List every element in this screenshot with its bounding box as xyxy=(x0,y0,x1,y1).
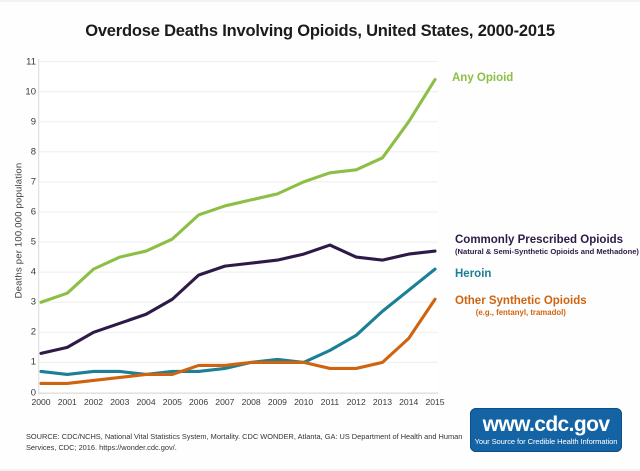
series-label-any-opioid-text: Any Opioid xyxy=(452,72,514,84)
y-tick-label: 8 xyxy=(30,146,36,158)
x-tick-label: 2001 xyxy=(57,397,77,407)
x-tick-label: 2011 xyxy=(320,397,340,407)
y-tick-label: 0 xyxy=(30,386,36,398)
series-line-any-opioid xyxy=(39,77,437,304)
y-tick-label: 7 xyxy=(30,176,36,188)
bottom-divider xyxy=(0,469,640,471)
x-tick-label: 2010 xyxy=(294,397,314,407)
cdc-tagline-text: Your Source for Credible Health Informat… xyxy=(474,437,618,447)
x-tick-label: 2013 xyxy=(372,397,393,407)
series-label-other-synthetic-opioids-text: Other Synthetic Opioids xyxy=(455,295,587,307)
page-title: Overdose Deaths Involving Opioids, Unite… xyxy=(85,22,555,40)
series-label-other-synthetic-opioids: Other Synthetic Opioids (e.g., fentanyl,… xyxy=(455,295,587,318)
y-tick-label: 2 xyxy=(30,326,36,338)
y-tick-label: 9 xyxy=(30,115,36,127)
x-tick-label: 2000 xyxy=(31,397,51,407)
series-label-commonly-prescribed-opioids: Commonly Prescribed Opioids (Natural & S… xyxy=(455,234,639,256)
x-axis-tickmarks xyxy=(40,393,436,394)
gridlines xyxy=(39,60,438,364)
y-tick-label: 11 xyxy=(26,55,36,67)
source-note: SOURCE: CDC/NCHS, National Vital Statist… xyxy=(26,432,463,453)
series-line-other-synthetic-opioids xyxy=(39,297,437,386)
y-axis-tick-labels: 0 1 2 3 4 5 6 7 8 9 10 11 xyxy=(10,55,36,397)
x-tick-label: 2005 xyxy=(162,397,182,407)
y-tick-label: 6 xyxy=(30,206,36,218)
x-axis-tick-labels: 2000 2001 2002 2003 2004 2005 2006 2007 2008 2009… xyxy=(31,397,444,414)
top-divider xyxy=(0,0,640,2)
y-tick-label: 3 xyxy=(30,296,36,308)
plot-area xyxy=(38,59,438,394)
x-tick-label: 2006 xyxy=(189,397,209,407)
y-tick-label: 5 xyxy=(30,236,36,248)
x-tick-label: 2007 xyxy=(215,397,235,407)
series-line-commonly-prescribed-opioids xyxy=(39,243,437,355)
plot-background xyxy=(38,59,438,394)
y-tick-label: 4 xyxy=(30,266,36,278)
x-tick-label: 2003 xyxy=(110,397,130,407)
x-tick-label: 2008 xyxy=(241,397,261,407)
x-tick-label: 2004 xyxy=(136,397,156,407)
x-tick-label: 2002 xyxy=(83,397,104,407)
series-label-any-opioid: Any Opioid xyxy=(452,72,513,85)
cdc-logo-badge[interactable]: www.cdc.gov Your Source for Credible Hea… xyxy=(470,408,622,452)
y-tick-label: 1 xyxy=(30,356,36,368)
series-sublabel-commonly-prescribed-opioids: (Natural & Semi-Synthetic Opioids and Me… xyxy=(455,246,639,256)
x-tick-label: 2014 xyxy=(399,397,419,407)
series-label-heroin: Heroin xyxy=(455,268,491,281)
y-tick-label: 10 xyxy=(25,85,36,97)
series-label-heroin-text: Heroin xyxy=(455,268,492,280)
x-tick-label: 2015 xyxy=(425,397,445,407)
x-tick-label: 2012 xyxy=(346,397,366,407)
series-label-commonly-prescribed-opioids-text: Commonly Prescribed Opioids xyxy=(455,234,624,246)
data-series-group xyxy=(39,77,437,386)
cdc-url-text: www.cdc.gov xyxy=(482,413,610,437)
x-tick-label: 2009 xyxy=(267,397,287,407)
series-sublabel-other-synthetic-opioids: (e.g., fentanyl, tramadol) xyxy=(475,307,566,317)
line-chart-svg xyxy=(38,59,438,394)
